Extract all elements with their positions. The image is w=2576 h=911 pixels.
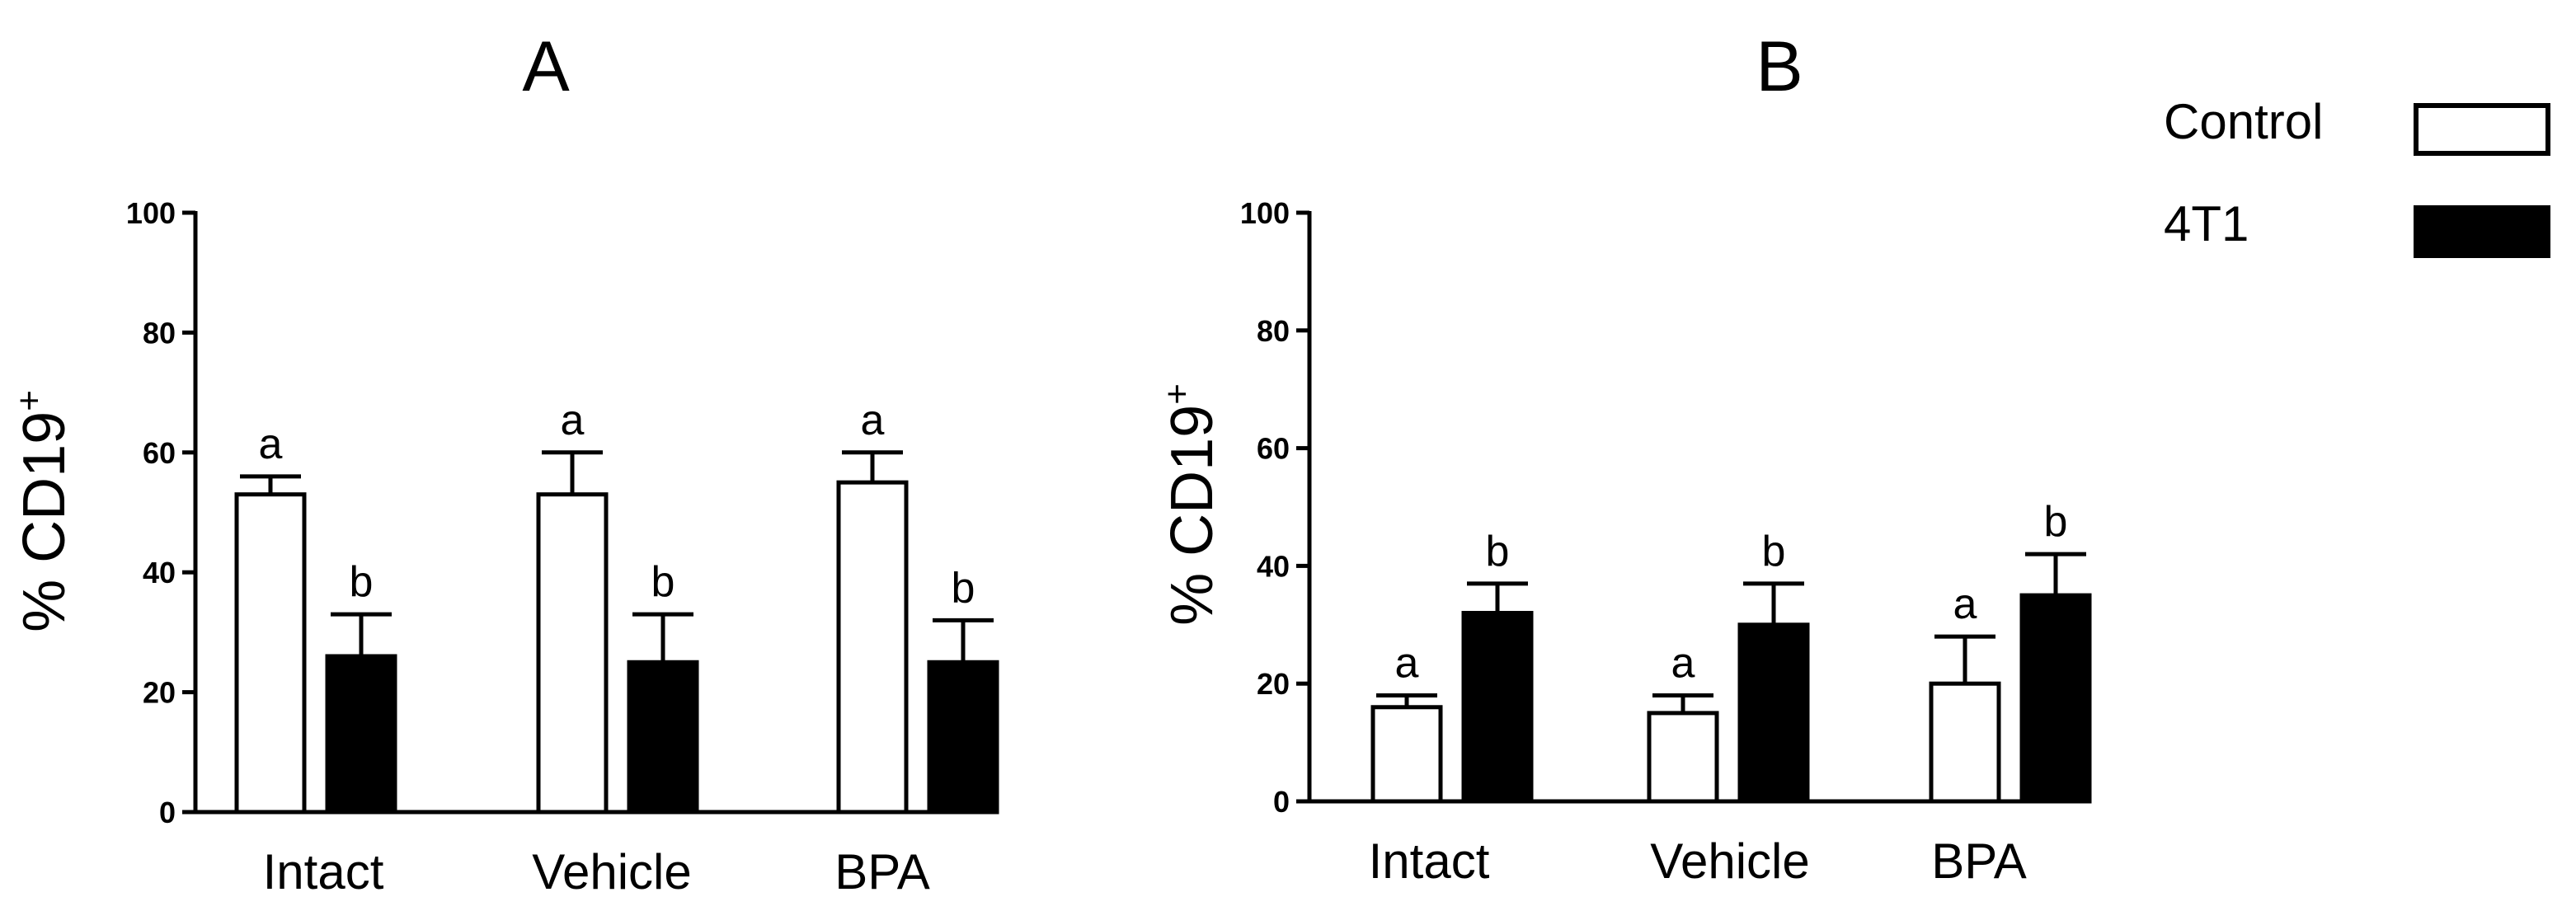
- sig-letter-treated-vehicle: b: [1762, 528, 1786, 575]
- y-axis-label: % CD19+: [1157, 383, 1225, 626]
- x-tick-label-bpa: BPA: [1931, 834, 2027, 889]
- bar-control-intact: [234, 492, 307, 815]
- sig-letter-treated-bpa: b: [2044, 498, 2068, 546]
- x-tick-label-intact: Intact: [263, 844, 384, 899]
- legend: Control 4T1: [2164, 94, 2550, 258]
- bar-treated-intact: [1461, 611, 1534, 804]
- bar-control-intact: [1370, 705, 1443, 804]
- x-tick-label-vehicle: Vehicle: [1650, 834, 1809, 889]
- legend-label-treated: 4T1: [2164, 196, 2249, 251]
- y-tick-label: 40: [143, 556, 176, 589]
- bar-control-vehicle: [536, 492, 609, 815]
- sig-letter-control-bpa: a: [861, 397, 885, 444]
- y-tick-label: 80: [1257, 314, 1290, 348]
- legend-label-control: Control: [2164, 94, 2323, 149]
- bar-treated-vehicle: [1737, 622, 1810, 804]
- sig-letter-treated-intact: b: [350, 558, 374, 606]
- y-tick-label: 20: [143, 676, 176, 710]
- x-tick-label-intact: Intact: [1369, 834, 1490, 889]
- y-tick-label: 0: [1273, 785, 1290, 819]
- bar-control-bpa: [836, 480, 909, 815]
- y-tick-label: 0: [159, 796, 176, 829]
- y-axis-label: % CD19+: [9, 390, 78, 632]
- x-tick-label-bpa: BPA: [834, 844, 930, 899]
- y-tick-label: 80: [143, 316, 176, 350]
- y-tick-label: 60: [1257, 432, 1290, 466]
- y-tick-label: 100: [126, 196, 176, 230]
- sig-letter-control-vehicle: a: [561, 397, 585, 444]
- sig-letter-treated-intact: b: [1486, 528, 1510, 575]
- sig-letter-treated-bpa: b: [952, 564, 975, 612]
- sig-letter-treated-vehicle: b: [651, 558, 675, 606]
- y-tick-label: 20: [1257, 667, 1290, 701]
- panel-title: B: [1756, 27, 1803, 106]
- y-tick-label: 60: [143, 436, 176, 470]
- panel-b: B % CD19+ 0 20 40 60 80 100 a b Intact a b Vehicle a b B…: [1157, 27, 2092, 889]
- panel-a: A % CD19+ 0 20 40 60 80 100 a b Intact a b Vehicle a b B…: [9, 27, 999, 899]
- bar-treated-vehicle: [627, 660, 699, 815]
- y-tick-label: 40: [1257, 549, 1290, 583]
- bar-treated-intact: [325, 654, 397, 815]
- bar-treated-bpa: [927, 660, 999, 815]
- bar-control-bpa: [1929, 681, 2001, 804]
- legend-swatch-control: [2414, 103, 2550, 156]
- sig-letter-control-intact: a: [1395, 639, 1419, 687]
- sig-letter-control-vehicle: a: [1671, 639, 1695, 687]
- sig-letter-control-intact: a: [259, 420, 283, 468]
- bar-treated-bpa: [2019, 593, 2092, 804]
- legend-swatch-treated: [2414, 205, 2550, 258]
- x-tick-label-vehicle: Vehicle: [532, 844, 691, 899]
- panel-title: A: [522, 27, 570, 106]
- sig-letter-control-bpa: a: [1953, 580, 1977, 628]
- bar-control-vehicle: [1647, 711, 1719, 804]
- y-tick-label: 100: [1240, 196, 1290, 230]
